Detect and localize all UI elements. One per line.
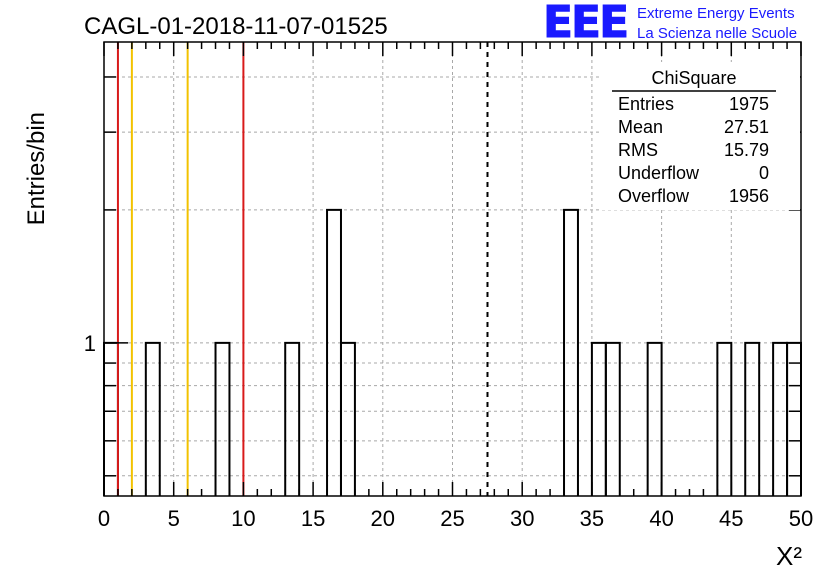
histogram-bar (786, 341, 802, 496)
x-tick-label: 40 (649, 506, 673, 531)
x-tick-label: 50 (789, 506, 813, 531)
y-axis-label: Entries/bin (23, 112, 50, 225)
histogram-bar (590, 341, 607, 496)
x-tick-label: 30 (510, 506, 534, 531)
logo-line-1: Extreme Energy Events (637, 5, 795, 22)
y-tick-label: 1 (84, 331, 96, 356)
stats-row-value: 27.51 (724, 117, 769, 137)
histogram-bar (284, 341, 301, 496)
x-tick-label: 0 (98, 506, 110, 531)
x-tick-label: 45 (719, 506, 743, 531)
axis-tick-labels: 0 5 10 15 20 25 30 35 40 45 50 1 (84, 331, 813, 531)
x-tick-label: 25 (440, 506, 464, 531)
histogram-bar (214, 341, 231, 496)
histogram-bar (744, 341, 761, 496)
stats-row-value: 1975 (729, 94, 769, 114)
stats-row-label: Overflow (618, 186, 690, 206)
eee-logo: EEE Extreme Energy Events La Scienza nel… (543, 0, 798, 49)
histogram-bar (772, 341, 789, 496)
x-tick-label: 10 (231, 506, 255, 531)
x-tick-label: 15 (301, 506, 325, 531)
histogram-bar (604, 341, 621, 496)
stats-row-label: Underflow (618, 163, 700, 183)
reference-lines (116, 42, 489, 496)
histogram-bar (563, 208, 579, 496)
stats-title: ChiSquare (651, 68, 736, 88)
histogram-bar (339, 341, 356, 496)
histogram-bar (716, 341, 733, 496)
stats-box: ChiSquare Entries 1975 Mean 27.51 RMS 15.79 Un… (600, 62, 800, 210)
stats-row-label: Entries (618, 94, 674, 114)
stats-row-label: Mean (618, 117, 663, 137)
x-axis-label: X² (776, 541, 802, 571)
histogram-bar (144, 341, 161, 496)
chart-title: CAGL-01-2018-11-07-01525 (84, 13, 388, 40)
x-tick-label: 5 (168, 506, 180, 531)
x-tick-label: 20 (371, 506, 395, 531)
histogram-bar (103, 341, 119, 496)
logo-line-2: La Scienza nelle Scuole (637, 25, 797, 42)
histogram-bar (646, 341, 663, 496)
x-tick-label: 35 (580, 506, 604, 531)
stats-row-value: 15.79 (724, 140, 769, 160)
eee-logo-mark: EEE (543, 0, 627, 48)
stats-row-label: RMS (618, 140, 658, 160)
stats-row-value: 1956 (729, 186, 769, 206)
histogram-bar (326, 208, 342, 496)
stats-row-value: 0 (759, 163, 769, 183)
